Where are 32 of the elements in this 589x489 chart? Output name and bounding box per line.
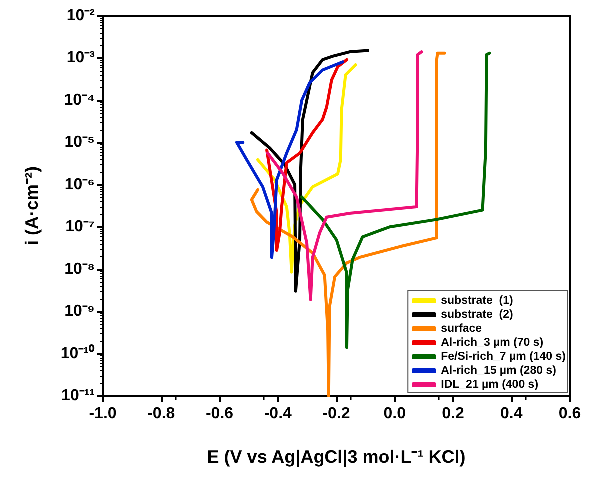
legend-label: Al-rich_15 µm (280 s)	[441, 365, 557, 377]
y-tick-label: 10⁻⁴	[64, 92, 96, 109]
x-tick-label: -1.0	[89, 406, 117, 422]
x-tick-label: 0.0	[384, 406, 406, 422]
line-series	[266, 58, 349, 252]
x-tick-label: 0.4	[500, 406, 523, 422]
y-tick-label: 10⁻³	[66, 50, 95, 67]
y-tick-label: 10⁻⁸	[64, 260, 95, 278]
y-tick-label: 10⁻²	[66, 8, 95, 24]
legend-label: IDL_21 µm (400 s)	[441, 379, 539, 391]
y-tick-label: 10⁻¹⁰	[60, 344, 95, 362]
legend-label: substrate (1)	[441, 295, 514, 307]
y-tick-label: 10⁻⁶	[64, 176, 95, 194]
x-tick-label: -0.4	[264, 406, 292, 422]
x-tick-label: 0.6	[558, 406, 582, 422]
legend-label: Fe/Si-rich_7 µm (140 s)	[441, 351, 566, 363]
line-series	[300, 52, 492, 350]
x-tick-label: 0.2	[442, 406, 464, 422]
x-tick-label: -0.8	[148, 406, 176, 422]
legend-label: Al-rich_3 µm (70 s)	[441, 337, 544, 349]
line-series	[266, 50, 424, 302]
legend-label: surface	[441, 323, 482, 335]
legend-label: substrate (2)	[441, 309, 514, 321]
y-tick-label: 10⁻⁹	[64, 303, 95, 320]
y-tick-label: 10⁻⁷	[66, 218, 95, 236]
line-series	[235, 60, 344, 260]
y-tick-label: 10⁻⁵	[64, 134, 95, 152]
x-tick-label: -0.2	[322, 406, 350, 422]
x-tick-label: -0.6	[206, 406, 234, 422]
y-axis-title: i (A·cm⁻²)	[22, 166, 42, 246]
x-axis-title: E (V vs Ag|AgCl|3 mol·L⁻¹ KCl)	[207, 447, 466, 467]
y-tick-label: 10⁻¹¹	[62, 388, 95, 404]
